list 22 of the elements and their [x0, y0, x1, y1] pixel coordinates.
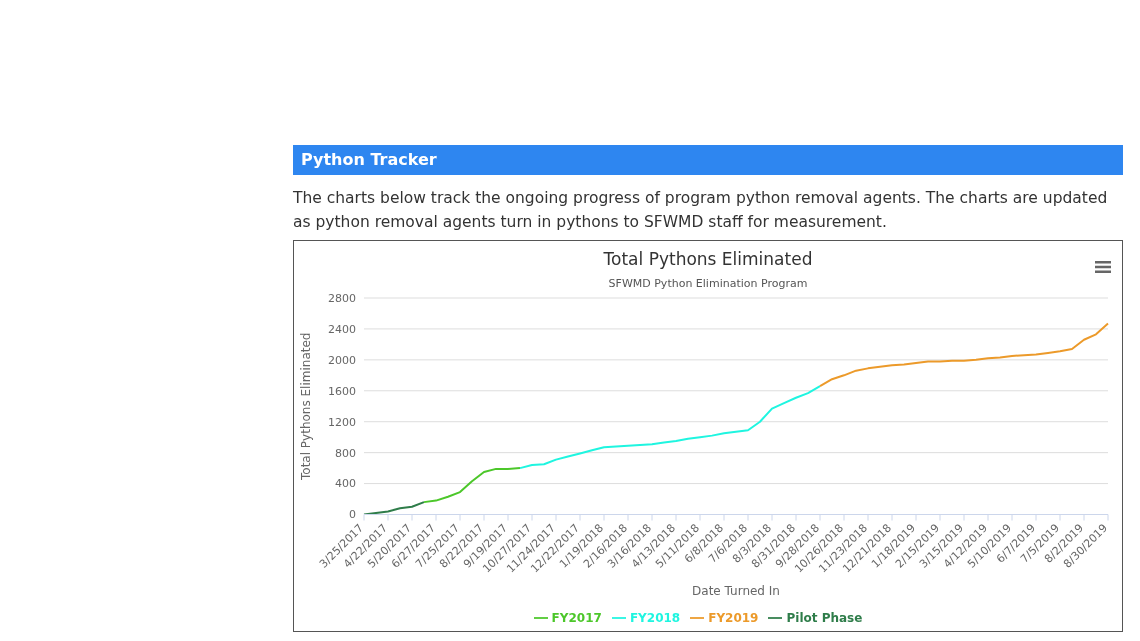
- legend-label: Pilot Phase: [786, 610, 863, 625]
- legend-label: FY2018: [629, 610, 681, 625]
- y-tick-label: 1200: [328, 415, 356, 429]
- y-tick-label: 0: [349, 508, 356, 522]
- y-tick-label: 2800: [328, 291, 356, 305]
- y-tick-label: 800: [335, 446, 356, 460]
- y-tick-label: 1600: [328, 384, 356, 398]
- chart-title: Total Pythons Eliminated: [602, 249, 814, 269]
- line-series: [519, 385, 821, 470]
- y-tick-label: 2000: [328, 353, 356, 367]
- line-series: [423, 467, 521, 504]
- legend-label: FY2019: [708, 610, 759, 625]
- chart-subtitle: SFWMD Python Elimination Program: [607, 277, 809, 290]
- y-tick-label: 2400: [328, 322, 356, 336]
- text: The charts below track the ongoing progress of program python removal agents. The charts are updated as python removal agents turn in pythons to SFWMD staff for measurement.: [293, 188, 1109, 233]
- text: Python Tracker: [293, 145, 1123, 175]
- x-axis-title: Date Turned In: [692, 583, 780, 598]
- y-axis-title: Total Pythons Eliminated: [299, 332, 314, 481]
- line-series: [363, 501, 425, 515]
- line-series: [819, 322, 1109, 388]
- legend-label: FY2017: [551, 610, 602, 625]
- y-tick-label: 400: [335, 477, 356, 491]
